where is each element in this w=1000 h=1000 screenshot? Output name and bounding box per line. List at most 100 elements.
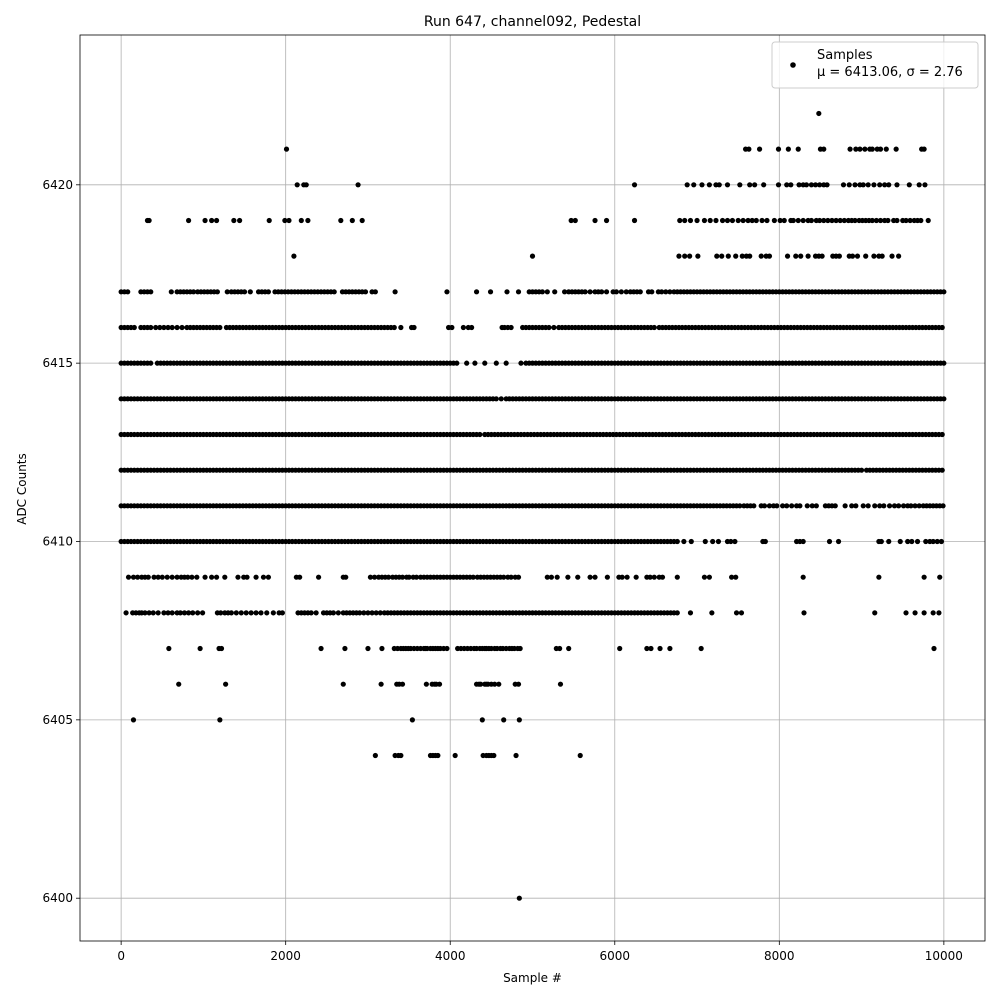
data-point: [939, 324, 945, 331]
data-point: [449, 324, 455, 331]
data-point: [231, 217, 237, 224]
data-point: [725, 253, 731, 259]
data-point: [879, 253, 885, 259]
data-point: [148, 324, 154, 331]
data-point: [878, 538, 884, 545]
data-point: [373, 610, 379, 616]
data-point: [618, 289, 624, 295]
data-point: [732, 538, 738, 545]
data-point: [737, 182, 743, 188]
data-point: [371, 574, 378, 580]
data-point: [568, 217, 574, 224]
data-point: [797, 503, 803, 509]
y-tick-label: 6400: [42, 891, 73, 905]
data-point: [819, 253, 825, 259]
data-point: [174, 574, 180, 580]
data-point: [587, 574, 593, 580]
data-point: [291, 253, 297, 259]
data-point: [780, 503, 786, 509]
data-point: [687, 610, 694, 616]
data-point: [501, 574, 507, 580]
data-point: [883, 146, 889, 152]
data-point: [241, 289, 248, 295]
data-point: [265, 574, 272, 580]
data-point: [836, 253, 842, 259]
data-point: [752, 182, 758, 188]
legend: Samples μ = 6413.06, σ = 2.76: [771, 41, 979, 89]
data-point: [871, 253, 877, 259]
data-point: [677, 217, 683, 224]
data-point: [724, 217, 731, 224]
data-point: [706, 182, 712, 188]
data-point: [148, 360, 154, 366]
data-point: [213, 217, 220, 224]
data-point: [897, 538, 903, 545]
data-point: [619, 574, 625, 580]
y-tick-label: 6415: [42, 356, 73, 370]
data-point: [176, 681, 182, 687]
data-point: [729, 217, 736, 224]
data-point: [889, 253, 895, 259]
data-point: [747, 253, 753, 259]
data-point: [209, 217, 215, 224]
data-point: [651, 324, 657, 331]
data-point: [719, 217, 726, 224]
data-point: [342, 645, 348, 652]
data-point: [896, 253, 902, 259]
data-point: [253, 610, 259, 616]
data-point: [539, 289, 545, 295]
data-point: [694, 217, 700, 224]
data-point: [340, 681, 346, 687]
data-point: [587, 289, 593, 295]
data-point: [691, 182, 697, 188]
data-point: [529, 253, 536, 259]
data-point: [159, 574, 165, 580]
data-point: [886, 503, 893, 509]
data-point: [869, 146, 875, 152]
data-point: [934, 538, 940, 545]
data-point: [592, 574, 598, 580]
data-point: [185, 574, 191, 580]
data-point: [515, 681, 522, 687]
data-point: [623, 289, 629, 295]
data-point: [785, 146, 791, 152]
data-point: [939, 431, 945, 438]
data-point: [729, 574, 735, 580]
data-point: [865, 503, 871, 509]
data-point: [766, 503, 773, 509]
data-point: [385, 574, 392, 580]
data-point: [733, 610, 740, 616]
data-point: [478, 681, 484, 687]
data-point: [893, 146, 899, 152]
data-point: [715, 538, 722, 545]
data-point: [762, 538, 768, 545]
data-point: [716, 182, 722, 188]
data-point: [181, 610, 188, 616]
data-point: [157, 324, 163, 331]
data-point: [134, 574, 141, 580]
data-point: [903, 610, 909, 616]
data-point: [687, 253, 693, 259]
data-point: [190, 289, 197, 295]
data-point: [941, 289, 947, 295]
data-point: [357, 610, 363, 616]
data-point: [891, 503, 898, 509]
data-point: [781, 217, 787, 224]
data-point: [930, 538, 936, 545]
data-points: [118, 110, 947, 901]
data-point: [674, 538, 680, 545]
x-tick-label: 6000: [599, 949, 630, 963]
data-point: [561, 289, 568, 295]
data-point: [805, 253, 811, 259]
chart-title: Run 647, channel092, Pedestal: [424, 14, 641, 30]
data-point: [793, 253, 799, 259]
data-point: [202, 217, 208, 224]
data-point: [649, 289, 655, 295]
data-point: [557, 645, 563, 652]
data-point: [153, 324, 159, 331]
data-point: [516, 895, 522, 901]
data-point: [603, 289, 610, 295]
data-point: [737, 503, 743, 509]
data-point: [197, 645, 203, 652]
data-point: [745, 217, 751, 224]
